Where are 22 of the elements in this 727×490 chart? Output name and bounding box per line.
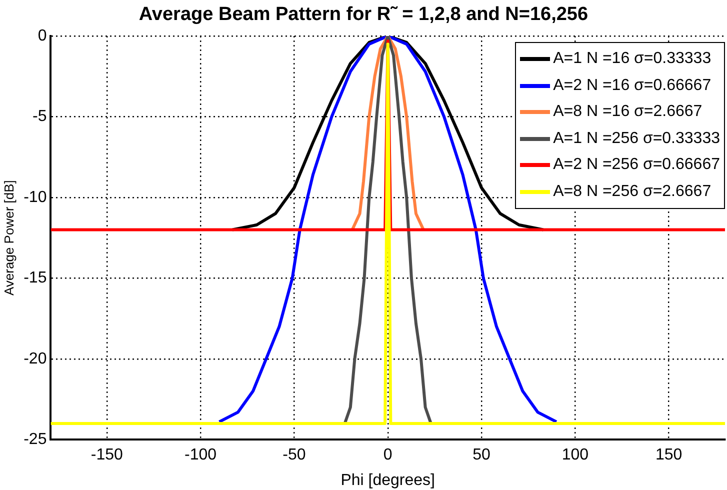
x-tick-label: -150 <box>90 446 124 464</box>
x-tick-label: 100 <box>562 446 589 464</box>
x-tick-label: 50 <box>472 446 491 464</box>
y-tick-label: -20 <box>24 350 47 368</box>
legend-label: A=1 N =256 σ=0.33333 <box>553 130 720 148</box>
y-tick-label: -10 <box>24 188 47 206</box>
legend-label: A=2 N =16 σ=0.66667 <box>553 76 712 95</box>
chart-title: Average Beam Pattern for R˜ = 1,2,8 and N=16,256 <box>138 4 590 26</box>
legend-label: A=8 N =256 σ=2.6667 <box>553 182 712 201</box>
y-tick-label: -5 <box>32 108 47 126</box>
y-axis-title: Average Power [dB] <box>1 180 16 296</box>
legend-label: A=8 N =16 σ=2.6667 <box>553 103 702 122</box>
x-tick-label: -50 <box>282 446 306 464</box>
legend-label: A=2 N =256 σ=0.66667 <box>553 156 720 174</box>
y-tick-label: -25 <box>24 431 47 448</box>
y-tick-label: -15 <box>24 270 47 287</box>
x-tick-label: 0 <box>383 446 392 464</box>
x-tick-label: 150 <box>655 446 682 464</box>
x-tick-label: -100 <box>184 446 217 464</box>
y-tick-label: 0 <box>38 27 47 44</box>
x-axis-title: Phi [degrees] <box>340 472 436 489</box>
legend-label: A=1 N =16 σ=0.33333 <box>553 50 712 68</box>
